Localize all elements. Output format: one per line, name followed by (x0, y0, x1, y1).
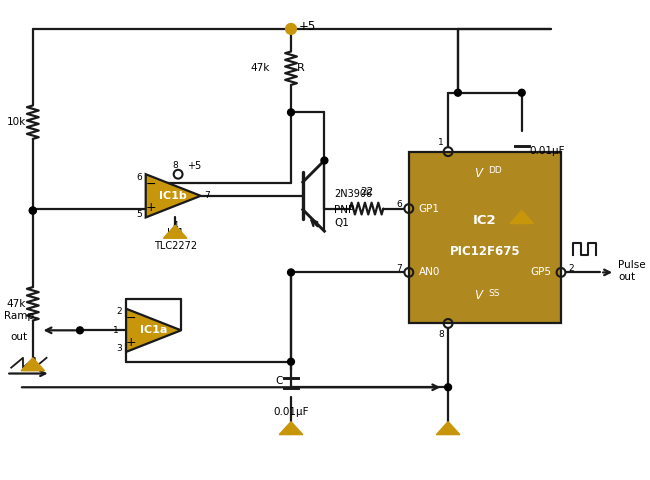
Text: PIC12F675: PIC12F675 (450, 245, 520, 258)
Text: −: − (125, 312, 136, 325)
Text: 4: 4 (172, 221, 178, 230)
Text: 2N3906: 2N3906 (334, 189, 372, 199)
Polygon shape (126, 309, 181, 352)
Text: +5: +5 (299, 21, 316, 34)
Circle shape (29, 207, 36, 214)
Text: IC1b: IC1b (159, 191, 187, 201)
Text: 8: 8 (438, 330, 444, 339)
Text: IC2: IC2 (473, 214, 497, 227)
Text: 6: 6 (136, 173, 142, 182)
Text: R: R (297, 63, 305, 73)
Circle shape (285, 24, 296, 34)
Circle shape (77, 327, 83, 334)
Text: TLC2272: TLC2272 (153, 241, 197, 251)
Circle shape (287, 269, 294, 276)
Text: AN0: AN0 (419, 267, 440, 277)
Text: 7: 7 (205, 192, 211, 200)
Text: out: out (618, 272, 635, 282)
Text: DD: DD (488, 166, 502, 175)
Text: 47k: 47k (250, 63, 269, 73)
Text: V: V (474, 289, 482, 302)
Text: SS: SS (488, 289, 499, 298)
Text: 5: 5 (136, 210, 142, 219)
Text: 0.01μF: 0.01μF (530, 145, 565, 156)
Circle shape (287, 358, 294, 365)
Circle shape (321, 157, 328, 164)
Text: +5: +5 (187, 161, 202, 171)
Text: V: V (474, 167, 482, 180)
Circle shape (518, 89, 525, 96)
Circle shape (454, 89, 462, 96)
Text: GP1: GP1 (419, 204, 439, 214)
Text: 10k: 10k (6, 117, 26, 127)
Circle shape (287, 109, 294, 116)
Text: 6: 6 (396, 200, 402, 209)
Text: 1: 1 (438, 138, 444, 147)
Text: 7: 7 (396, 264, 402, 273)
Polygon shape (163, 225, 187, 238)
Text: −: − (146, 178, 156, 191)
Text: 2: 2 (568, 264, 573, 273)
Text: out: out (10, 332, 27, 342)
Text: 3: 3 (116, 344, 122, 353)
Text: PNP: PNP (334, 204, 354, 215)
Text: Pulse: Pulse (618, 260, 645, 270)
Text: 22: 22 (360, 187, 373, 197)
Text: 8: 8 (172, 161, 178, 170)
Text: Ramp: Ramp (4, 311, 34, 321)
Text: 1: 1 (112, 326, 118, 335)
Text: +: + (125, 336, 136, 348)
Circle shape (29, 207, 36, 214)
Text: C: C (276, 376, 283, 386)
Text: IC1: IC1 (166, 228, 184, 238)
Circle shape (445, 384, 452, 391)
Polygon shape (280, 421, 303, 434)
Text: IC1a: IC1a (140, 325, 167, 336)
Text: GP5: GP5 (530, 267, 551, 277)
Text: +: + (146, 201, 156, 214)
Text: 2: 2 (116, 308, 122, 316)
Text: 47k: 47k (6, 299, 26, 309)
Polygon shape (436, 421, 460, 434)
Polygon shape (21, 358, 45, 371)
Polygon shape (146, 174, 201, 217)
Text: 0.01μF: 0.01μF (273, 407, 309, 417)
FancyBboxPatch shape (409, 152, 561, 324)
Text: Q1: Q1 (334, 218, 349, 228)
Polygon shape (510, 211, 534, 224)
